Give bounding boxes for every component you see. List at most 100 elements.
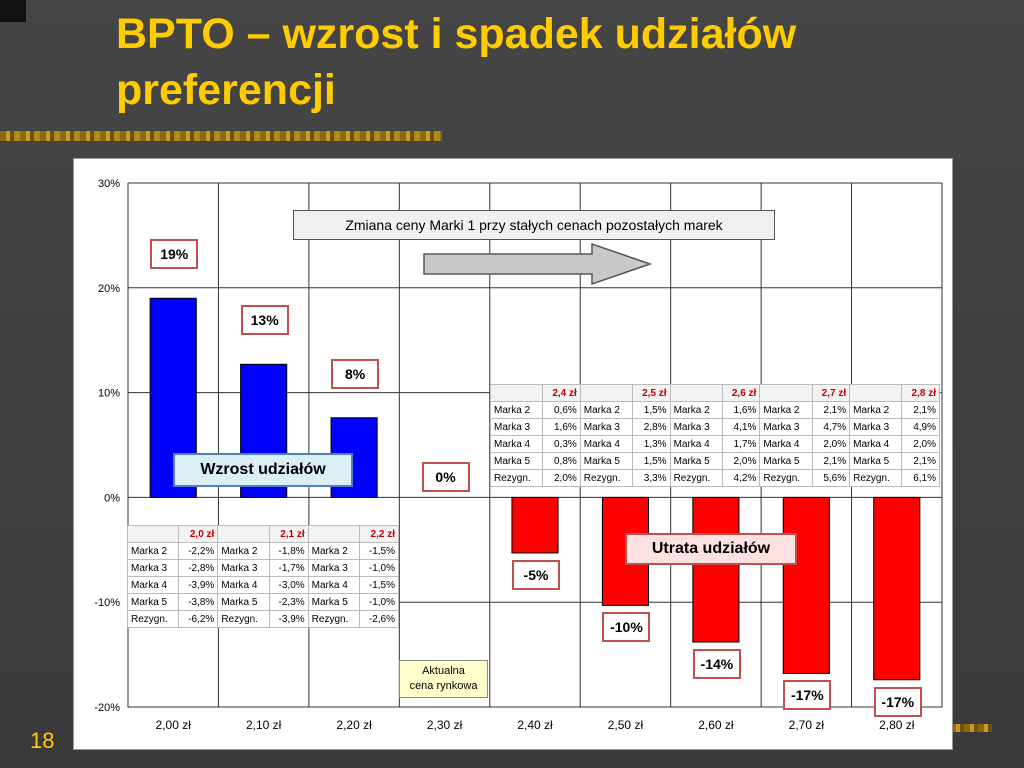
table-cell-brand: Marka 2: [849, 401, 903, 419]
corner-decoration: [0, 0, 26, 22]
value-label: 13%: [240, 305, 289, 336]
table-cell-value: 2,0%: [811, 435, 851, 453]
table-row: Marka 4 -3,9% Marka 4 -3,0% Marka 4 -1,5%: [126, 576, 399, 594]
table-cell-value: -1,0%: [359, 593, 399, 611]
table-cell-brand: Marka 4: [849, 435, 903, 453]
table-price-header: 2,4 zł: [542, 384, 581, 402]
table-row: Marka 3 1,6% Marka 3 2,8% Marka 3 4,1% Marka 3…: [489, 418, 940, 436]
table-cell-value: 0,6%: [542, 401, 581, 419]
table-cell-brand: Rezygn.: [669, 469, 723, 487]
x-tick-label: 2,80 zł: [879, 718, 915, 732]
table-cell-value: -3,8%: [178, 593, 219, 611]
table-row: Marka 5 -3,8% Marka 5 -2,3% Marka 5 -1,0%: [126, 593, 399, 611]
table-row: Marka 5 0,8% Marka 5 1,5% Marka 5 2,0% Marka 5…: [489, 452, 940, 470]
table-cell-value: 4,9%: [901, 418, 940, 436]
table-cell-brand: Marka 4: [126, 576, 180, 594]
table-cell-brand: Marka 2: [759, 401, 813, 419]
table-cell-value: 2,0%: [721, 452, 761, 470]
table-header-blank: [669, 384, 723, 402]
table-cell-value: 3,3%: [631, 469, 671, 487]
table-cell-value: 2,8%: [631, 418, 671, 436]
table-header-blank: [217, 525, 270, 543]
table-cell-value: -1,7%: [268, 559, 309, 577]
table-cell-value: 4,7%: [811, 418, 851, 436]
table-cell-value: 0,3%: [542, 435, 581, 453]
table-header-blank: [126, 525, 180, 543]
value-label: 19%: [150, 239, 199, 270]
x-tick-label: 2,30 zł: [427, 718, 463, 732]
table-price-header: 2,6 zł: [721, 384, 761, 402]
table-price-header: 2,2 zł: [359, 525, 399, 543]
table-cell-brand: Marka 2: [579, 401, 633, 419]
y-tick-label: 10%: [98, 388, 120, 400]
table-cell-brand: Marka 4: [307, 576, 361, 594]
table-cell-value: -2,8%: [178, 559, 219, 577]
table-cell-brand: Rezygn.: [759, 469, 813, 487]
table-cell-brand: Marka 4: [579, 435, 633, 453]
y-tick-label: -10%: [94, 597, 120, 609]
table-cell-value: 5,6%: [811, 469, 851, 487]
value-label: -14%: [692, 649, 741, 680]
gold-divider: [0, 131, 442, 141]
y-tick-label: 20%: [98, 283, 120, 295]
bar: [873, 496, 921, 681]
table-header-blank: [579, 384, 633, 402]
x-tick-label: 2,20 zł: [336, 718, 372, 732]
table-price-header: 2,0 zł: [178, 525, 219, 543]
bar: [692, 496, 740, 643]
table-cell-value: 1,5%: [631, 452, 671, 470]
table-header-row: 2,4 zł 2,5 zł 2,6 zł 2,7 zł 2,8 zł: [489, 384, 940, 402]
table-cell-brand: Marka 5: [849, 452, 903, 470]
current-price-line1: Aktualna: [422, 665, 465, 677]
table-row: Marka 3 -2,8% Marka 3 -1,7% Marka 3 -1,0%: [126, 559, 399, 577]
y-tick-label: 30%: [98, 178, 120, 190]
table-cell-value: -1,5%: [359, 542, 399, 560]
table-cell-value: -2,3%: [268, 593, 309, 611]
table-cell-value: -1,8%: [268, 542, 309, 560]
value-label: -10%: [602, 612, 651, 643]
table-cell-value: -3,9%: [178, 576, 219, 594]
x-tick-label: 2,10 zł: [246, 718, 282, 732]
table-cell-brand: Marka 3: [217, 559, 270, 577]
chart-subtitle: Zmiana ceny Marki 1 przy stałych cenach …: [293, 210, 775, 240]
table-cell-value: 4,2%: [721, 469, 761, 487]
table-cell-value: 0,8%: [542, 452, 581, 470]
table-cell-value: 2,1%: [901, 401, 940, 419]
table-cell-brand: Marka 3: [307, 559, 361, 577]
current-price-line2: cena rynkowa: [409, 680, 478, 692]
table-cell-value: 2,0%: [901, 435, 940, 453]
table-cell-brand: Rezygn.: [489, 469, 544, 487]
table-cell-value: 2,1%: [901, 452, 940, 470]
table-cell-brand: Marka 2: [489, 401, 544, 419]
table-cell-value: 1,6%: [721, 401, 761, 419]
table-cell-value: 2,1%: [811, 452, 851, 470]
current-price-note: Aktualna cena rynkowa: [399, 660, 488, 698]
table-cell-brand: Marka 3: [759, 418, 813, 436]
table-cell-value: 1,7%: [721, 435, 761, 453]
table-cell-brand: Marka 4: [489, 435, 544, 453]
table-row: Marka 2 0,6% Marka 2 1,5% Marka 2 1,6% Marka 2…: [489, 401, 940, 419]
table-cell-brand: Marka 3: [849, 418, 903, 436]
value-label: 8%: [331, 358, 380, 389]
table-cell-brand: Marka 5: [489, 452, 544, 470]
table-price-header: 2,1 zł: [268, 525, 309, 543]
table-price-header: 2,8 zł: [901, 384, 940, 402]
table-cell-brand: Marka 2: [217, 542, 270, 560]
share-table-left: 2,0 zł 2,1 zł 2,2 zł Marka 2 -2,2% Marka 2 -1,…: [126, 525, 399, 628]
table-cell-brand: Marka 3: [126, 559, 180, 577]
table-cell-brand: Marka 4: [759, 435, 813, 453]
table-cell-value: -6,2%: [178, 610, 219, 628]
value-label: -5%: [512, 559, 560, 590]
table-row: Marka 2 -2,2% Marka 2 -1,8% Marka 2 -1,5%: [126, 542, 399, 560]
x-tick-label: 2,40 zł: [517, 718, 553, 732]
table-header-blank: [849, 384, 903, 402]
y-tick-label: -20%: [94, 702, 120, 714]
table-cell-brand: Marka 3: [669, 418, 723, 436]
gold-divider-bottom: [950, 724, 992, 732]
table-row: Marka 4 0,3% Marka 4 1,3% Marka 4 1,7% Marka 4…: [489, 435, 940, 453]
x-tick-label: 2,00 zł: [156, 718, 192, 732]
table-cell-brand: Rezygn.: [126, 610, 180, 628]
x-tick-label: 2,50 zł: [608, 718, 644, 732]
value-label: -17%: [873, 686, 922, 717]
table-cell-brand: Rezygn.: [217, 610, 270, 628]
